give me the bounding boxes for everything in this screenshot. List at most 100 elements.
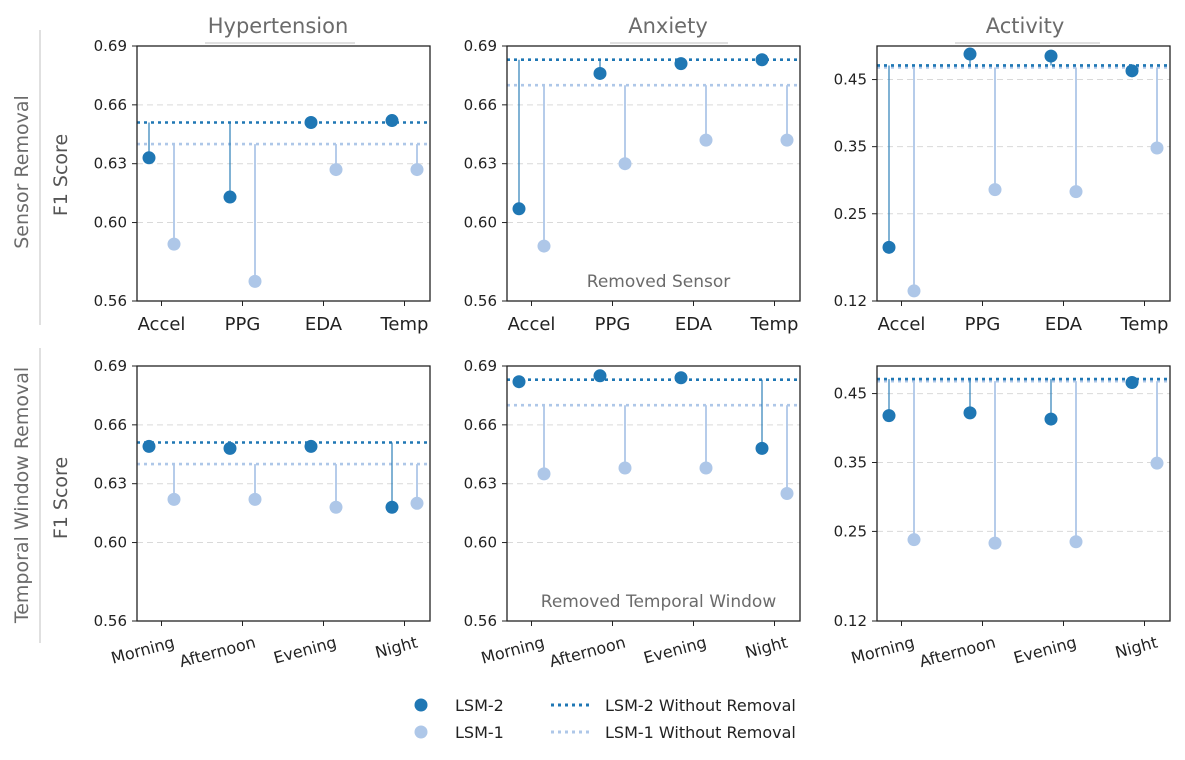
x-tick-label-evening: Evening [1011, 633, 1078, 668]
y-tick-label: 0.69 [464, 357, 497, 375]
lsm2-point-morning [512, 375, 526, 389]
lsm2-point-ppg [593, 66, 607, 80]
chart-panel-hypertension-sensor-removal: 0.56 0.60 0.63 0.66 0.69 Accel PPG EDA Temp [94, 37, 431, 335]
legend-lsm1-baseline-label: LSM-1 Without Removal [605, 723, 796, 742]
lsm2-point-morning [882, 409, 896, 423]
lsm2-point-night [385, 500, 399, 514]
y-axis-label: F1 Score [50, 134, 72, 216]
lsm1-point-morning [537, 467, 551, 481]
plot-frame [506, 365, 801, 622]
chart-panel-hypertension-temporal-window-removal: 0.56 0.60 0.63 0.66 0.69 Morning Afternoon Even… [94, 357, 431, 671]
lsm1-point-accel [167, 237, 181, 251]
y-tick-label: 0.66 [464, 416, 497, 434]
x-tick-label-accel: Accel [508, 314, 556, 335]
y-tick-label: 0.69 [94, 37, 127, 55]
lsm1-point-evening [329, 500, 343, 514]
x-tick-label-morning: Morning [849, 633, 916, 668]
y-tick-label: 0.60 [94, 214, 127, 232]
x-tick-label-ppg: PPG [965, 314, 1001, 335]
lsm1-point-night [410, 496, 424, 510]
y-tick-label: 0.25 [834, 205, 867, 223]
lsm1-point-ppg [988, 183, 1002, 197]
x-tick-label-morning: Morning [109, 633, 176, 668]
y-tick-label: 0.56 [94, 612, 127, 630]
plot-frame [876, 45, 1171, 302]
lsm2-point-eda [674, 57, 688, 71]
x-tick-label-evening: Evening [641, 633, 708, 668]
lsm1-point-afternoon [248, 492, 262, 506]
legend-lsm1-label: LSM-1 [455, 723, 504, 742]
legend: LSM-2 LSM-1 LSM-2 Without Removal LSM-1 … [414, 696, 796, 742]
lsm2-point-accel [512, 202, 526, 216]
y-tick-label: 0.63 [464, 155, 497, 173]
lsm1-point-eda [1069, 185, 1083, 199]
x-tick-label-night: Night [743, 633, 789, 662]
lsm1-point-afternoon [618, 461, 632, 475]
lsm1-point-morning [167, 492, 181, 506]
lsm1-point-eda [329, 163, 343, 177]
lsm1-point-accel [907, 284, 921, 298]
lsm1-point-ppg [248, 274, 262, 288]
y-tick-label: 0.35 [834, 138, 867, 156]
x-tick-label-eda: EDA [305, 314, 343, 335]
lsm2-point-accel [882, 240, 896, 254]
lsm2-point-afternoon [963, 406, 977, 420]
lsm1-point-accel [537, 239, 551, 253]
y-tick-label: 0.56 [94, 292, 127, 310]
x-tick-label-ppg: PPG [595, 314, 631, 335]
x-tick-label-evening: Evening [271, 633, 338, 668]
y-tick-label: 0.45 [834, 71, 867, 89]
panel-annotation: Removed Sensor [587, 272, 730, 292]
lsm1-point-temp [410, 163, 424, 177]
lsm2-point-evening [304, 439, 318, 453]
lsm1-point-morning [907, 533, 921, 547]
lsm1-point-night [1150, 456, 1164, 470]
chart-panel-activity-temporal-window-removal: 0.12 0.25 0.35 0.45 Morning Afternoon Evening N… [834, 365, 1171, 672]
y-tick-label: 0.66 [94, 416, 127, 434]
lsm2-point-night [1125, 376, 1139, 390]
x-tick-label-eda: EDA [675, 314, 713, 335]
column-title-hypertension: Hypertension [208, 14, 349, 38]
lsm2-point-eda [1044, 49, 1058, 63]
chart-panel-activity-sensor-removal: 0.12 0.25 0.35 0.45 Accel PPG EDA Temp [834, 45, 1171, 335]
plot-frame [506, 45, 801, 302]
lsm2-point-ppg [963, 47, 977, 61]
x-tick-label-afternoon: Afternoon [917, 633, 997, 672]
legend-lsm2-label: LSM-2 [455, 696, 504, 715]
y-tick-label: 0.56 [464, 612, 497, 630]
x-tick-label-accel: Accel [878, 314, 926, 335]
lsm1-point-night [780, 487, 794, 500]
y-tick-label: 0.66 [464, 96, 497, 114]
x-tick-label-eda: EDA [1045, 314, 1083, 335]
lsm2-point-temp [385, 114, 399, 128]
lsm2-point-temp [755, 53, 769, 67]
x-tick-label-night: Night [373, 633, 419, 662]
panel-annotation: Removed Temporal Window [541, 592, 777, 612]
lsm2-point-accel [142, 151, 156, 165]
row-title-sensor-removal: Sensor Removal [11, 95, 33, 249]
legend-lsm2-marker [414, 698, 428, 712]
y-tick-label: 0.63 [464, 475, 497, 493]
y-tick-label: 0.63 [94, 155, 127, 173]
chart-panel-anxiety-temporal-window-removal: 0.56 0.60 0.63 0.66 0.69 Morning Afternoon Even… [464, 357, 801, 672]
y-tick-label: 0.66 [94, 96, 127, 114]
chart-panel-anxiety-sensor-removal: 0.56 0.60 0.63 0.66 0.69 Accel PPG EDA Temp Remov… [464, 37, 801, 335]
y-tick-label: 0.56 [464, 292, 497, 310]
x-tick-label-night: Night [1113, 633, 1159, 662]
lsm1-point-afternoon [988, 536, 1002, 550]
plot-frame [136, 365, 431, 622]
lsm2-point-night [755, 441, 769, 455]
x-tick-label-afternoon: Afternoon [547, 633, 627, 672]
lsm1-point-evening [699, 461, 713, 475]
y-tick-label: 0.25 [834, 522, 867, 540]
x-tick-label-temp: Temp [750, 314, 799, 335]
lsm2-point-ppg [223, 190, 237, 204]
lsm1-point-temp [780, 133, 794, 147]
y-tick-label: 0.69 [464, 37, 497, 55]
y-tick-label: 0.35 [834, 453, 867, 471]
x-tick-label-temp: Temp [380, 314, 429, 335]
y-tick-label: 0.60 [464, 214, 497, 232]
column-title-anxiety: Anxiety [628, 14, 708, 38]
lsm1-point-evening [1069, 535, 1083, 549]
